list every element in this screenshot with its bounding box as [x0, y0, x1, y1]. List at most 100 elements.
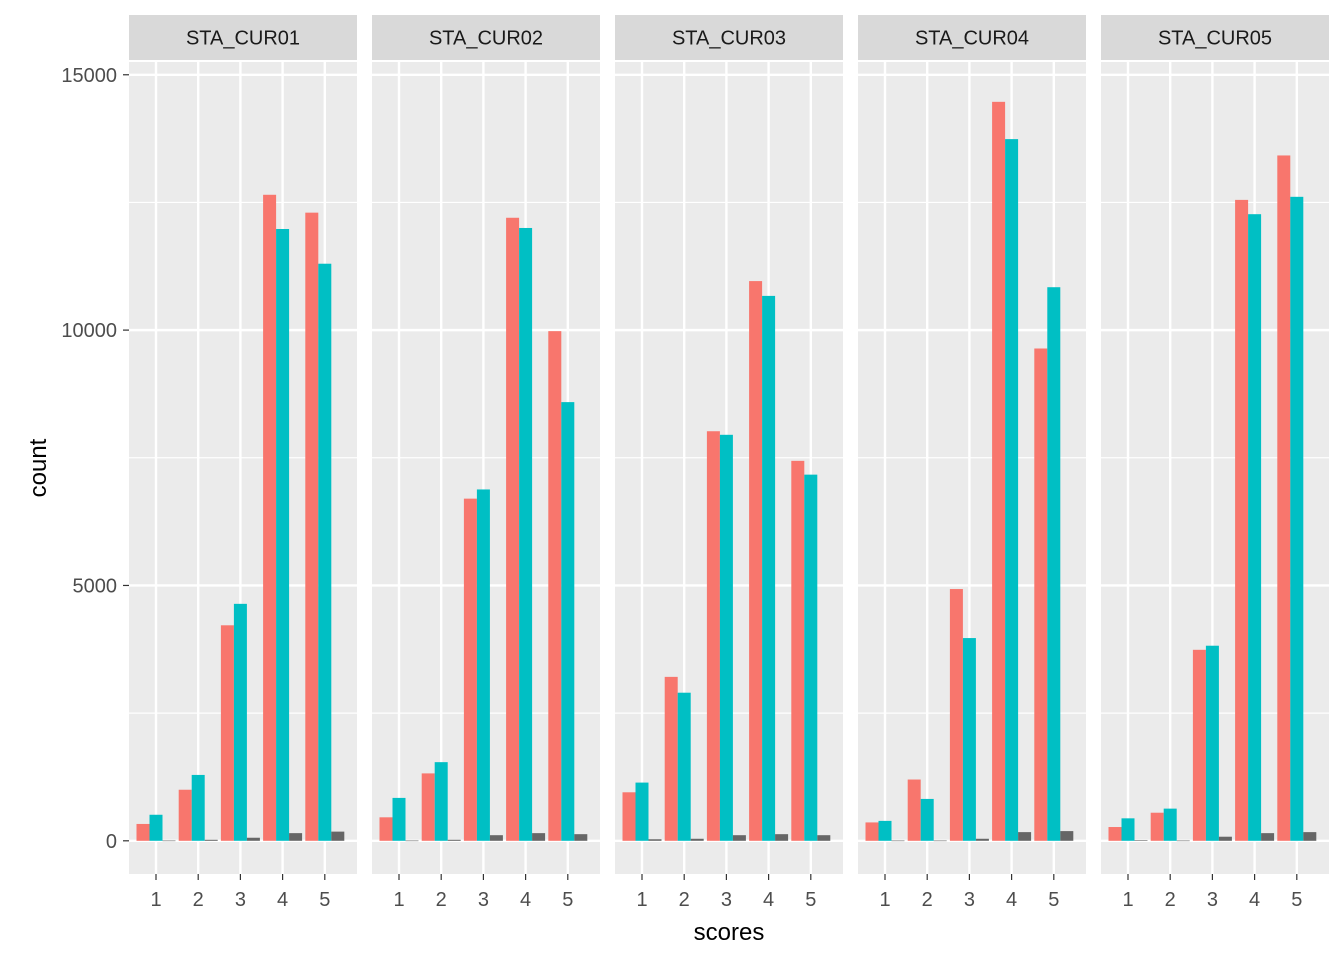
bar	[1018, 832, 1032, 841]
bar	[1303, 832, 1317, 841]
bar	[1005, 139, 1019, 841]
x-axis-title: scores	[694, 919, 765, 946]
bar	[305, 212, 319, 841]
bar	[463, 498, 477, 841]
bar	[1047, 287, 1061, 841]
strip-background	[372, 15, 600, 60]
bar	[791, 460, 805, 841]
x-tick-label: 2	[1165, 889, 1176, 911]
bar	[1235, 199, 1249, 841]
bar	[1121, 818, 1135, 841]
bar	[405, 840, 419, 842]
x-tick-label: 3	[964, 889, 975, 911]
bar	[1108, 827, 1122, 841]
x-tick-label: 4	[1006, 889, 1017, 911]
bar	[907, 779, 921, 841]
bar	[392, 797, 406, 841]
facet-title: STA_CUR03	[672, 28, 786, 50]
x-tick-label: 5	[562, 889, 573, 911]
x-tick-label: 1	[150, 889, 161, 911]
facet-title: STA_CUR01	[186, 28, 300, 50]
strip-background	[615, 15, 843, 60]
bar	[276, 228, 290, 841]
bar	[962, 638, 976, 841]
bar	[289, 833, 303, 841]
bar	[136, 823, 150, 841]
x-tick-label: 1	[1122, 889, 1133, 911]
x-tick-label: 5	[1048, 889, 1059, 911]
bar	[635, 782, 649, 841]
bar	[732, 835, 746, 841]
bar	[920, 798, 934, 841]
bar	[1277, 155, 1291, 841]
bar	[719, 434, 733, 841]
bar	[162, 840, 176, 842]
bar	[891, 840, 905, 842]
bar	[178, 789, 192, 841]
bar	[690, 838, 704, 841]
x-tick-label: 5	[319, 889, 330, 911]
bar	[706, 431, 720, 841]
bar	[263, 194, 277, 841]
bar	[992, 101, 1006, 841]
bar	[246, 837, 260, 841]
x-tick-label: 3	[721, 889, 732, 911]
strip-background	[858, 15, 1086, 60]
x-tick-label: 4	[277, 889, 288, 911]
bar	[532, 833, 546, 841]
bar	[1134, 840, 1148, 841]
bar	[379, 817, 393, 841]
x-tick-label: 2	[679, 889, 690, 911]
bar	[1150, 812, 1164, 841]
bar	[817, 835, 831, 841]
bar	[318, 263, 332, 841]
bar	[749, 281, 763, 841]
bar	[476, 489, 490, 841]
x-tick-label: 4	[520, 889, 531, 911]
facet-title: STA_CUR02	[429, 28, 543, 50]
bar	[1176, 840, 1190, 842]
bar	[434, 762, 448, 841]
x-tick-label: 1	[879, 889, 890, 911]
x-tick-label: 2	[436, 889, 447, 911]
bar	[220, 625, 234, 841]
bar	[548, 331, 562, 841]
bar	[664, 676, 678, 841]
x-tick-label: 5	[1291, 889, 1302, 911]
x-tick-label: 3	[1207, 889, 1218, 911]
bar	[447, 839, 461, 841]
y-tick-label: 15000	[61, 65, 117, 87]
bar	[878, 820, 892, 841]
bar	[519, 227, 533, 841]
bar	[1248, 214, 1262, 841]
facet-title: STA_CUR04	[915, 28, 1029, 50]
bar	[762, 295, 776, 841]
bar	[191, 774, 205, 841]
bar	[975, 838, 989, 841]
y-tick-label: 0	[106, 831, 117, 853]
bar	[331, 831, 345, 841]
bar	[1261, 833, 1275, 841]
bar	[149, 814, 163, 841]
x-tick-label: 1	[393, 889, 404, 911]
x-tick-label: 3	[235, 889, 246, 911]
bar	[1060, 831, 1074, 841]
bar	[677, 692, 691, 841]
strip-background	[1101, 15, 1329, 60]
x-tick-label: 5	[805, 889, 816, 911]
x-tick-label: 3	[478, 889, 489, 911]
y-tick-label: 5000	[73, 575, 118, 597]
bar	[1163, 808, 1177, 841]
bar	[775, 834, 789, 841]
bar	[622, 792, 636, 841]
bar	[1192, 649, 1206, 841]
x-tick-label: 4	[763, 889, 774, 911]
bar	[233, 603, 247, 841]
bar	[561, 402, 575, 841]
bar	[949, 589, 963, 841]
bar	[421, 773, 435, 841]
bar	[489, 835, 503, 841]
y-tick-label: 10000	[61, 320, 117, 342]
